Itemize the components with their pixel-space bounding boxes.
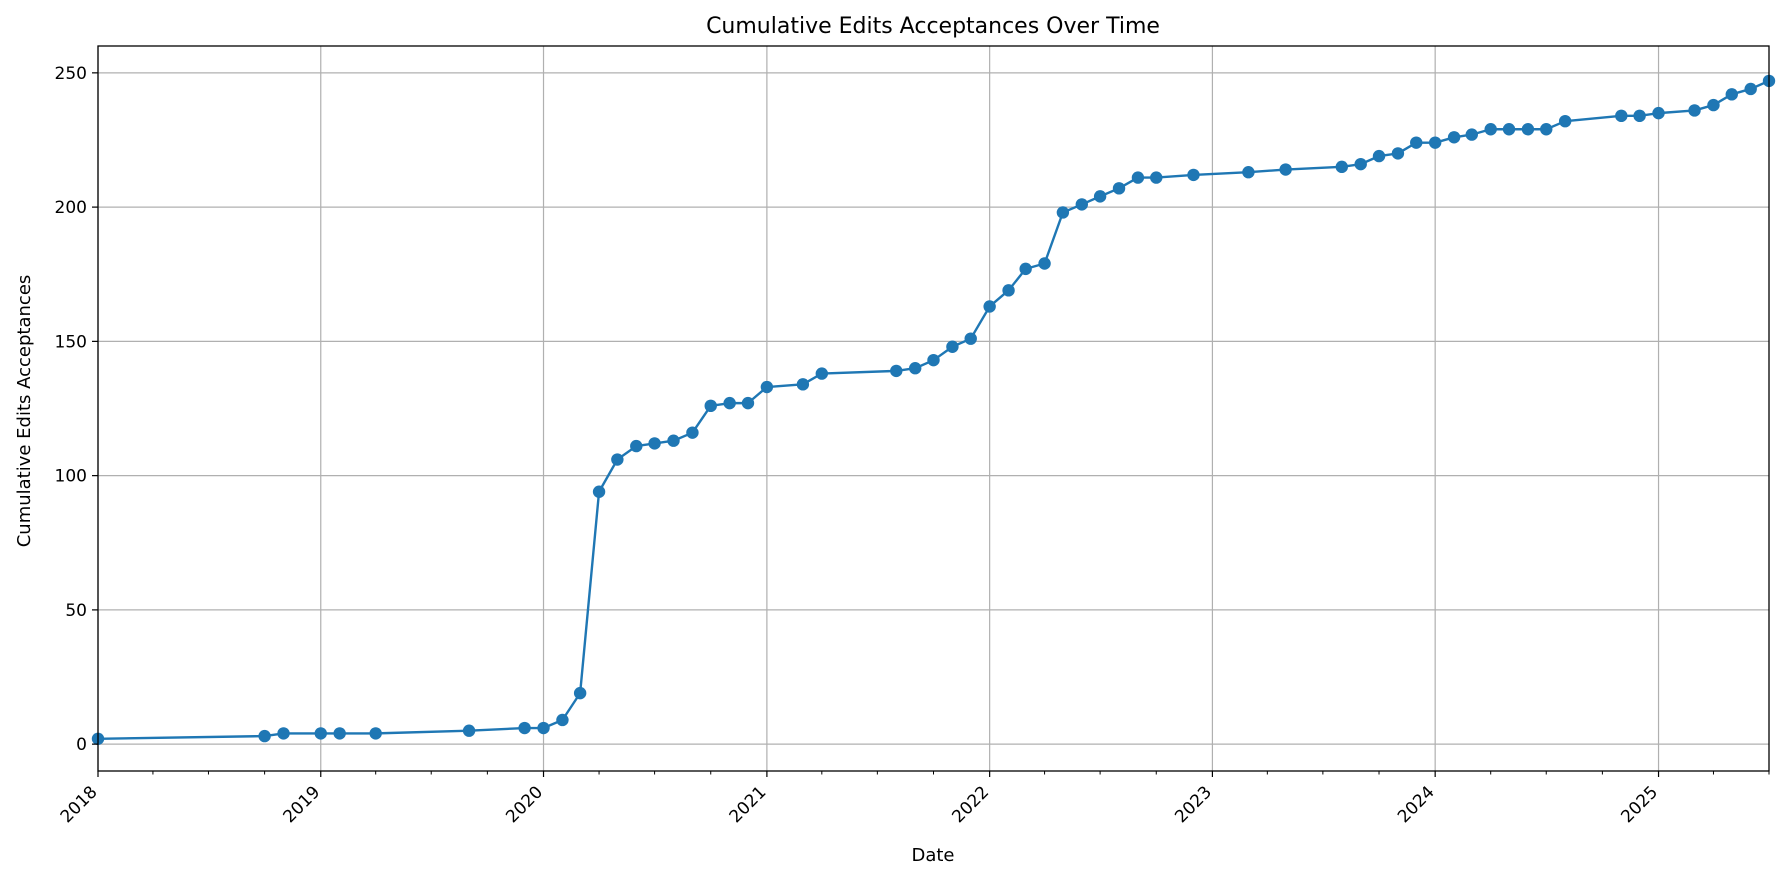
data-point bbox=[1465, 128, 1478, 141]
data-point bbox=[908, 362, 922, 375]
data-point bbox=[796, 378, 810, 391]
data-point bbox=[1372, 149, 1386, 163]
data-point bbox=[1002, 284, 1015, 297]
data-point bbox=[890, 364, 903, 378]
data-point bbox=[741, 396, 755, 410]
data-point bbox=[1279, 163, 1292, 176]
y-tick-label: 0 bbox=[76, 735, 87, 755]
data-point bbox=[1335, 160, 1348, 174]
data-point bbox=[815, 367, 829, 380]
series-layer bbox=[91, 74, 1776, 745]
plot-frame bbox=[97, 45, 1770, 772]
data-point bbox=[1038, 257, 1051, 270]
data-point bbox=[611, 453, 624, 466]
data-point bbox=[556, 713, 569, 727]
data-point bbox=[927, 353, 940, 367]
chart-title: Cumulative Edits Acceptances Over Time bbox=[706, 14, 1160, 39]
data-point bbox=[1112, 182, 1126, 195]
data-point bbox=[704, 399, 717, 413]
data-point bbox=[1615, 109, 1628, 123]
data-point bbox=[537, 721, 550, 735]
y-tick-label: 250 bbox=[55, 64, 87, 84]
data-point bbox=[1558, 114, 1572, 128]
y-tick-label: 150 bbox=[55, 332, 87, 352]
data-point bbox=[369, 727, 382, 740]
x-axis-label: Date bbox=[911, 845, 954, 866]
data-point bbox=[592, 485, 606, 498]
data-point bbox=[1633, 109, 1646, 123]
data-point bbox=[1056, 206, 1070, 219]
data-point bbox=[277, 727, 290, 740]
data-point bbox=[630, 439, 643, 453]
data-point bbox=[1187, 168, 1200, 182]
data-point bbox=[1075, 198, 1089, 211]
data-point bbox=[1428, 136, 1442, 149]
y-tick-label: 200 bbox=[55, 198, 87, 218]
y-tick-label: 50 bbox=[65, 601, 87, 621]
data-point bbox=[648, 437, 661, 450]
data-point bbox=[333, 727, 346, 740]
data-point bbox=[1688, 104, 1701, 117]
data-point bbox=[964, 332, 977, 345]
data-point bbox=[573, 686, 587, 700]
y-tick-label: 100 bbox=[55, 467, 87, 487]
data-point bbox=[667, 434, 680, 447]
data-point bbox=[1391, 147, 1405, 160]
data-point bbox=[518, 721, 531, 735]
data-point bbox=[1019, 262, 1032, 276]
data-point bbox=[1131, 171, 1145, 184]
data-point bbox=[1707, 98, 1720, 112]
data-point bbox=[1484, 123, 1497, 136]
data-point bbox=[462, 724, 476, 737]
grid-lines bbox=[97, 46, 1769, 771]
data-point bbox=[1242, 166, 1255, 179]
data-point bbox=[983, 300, 996, 313]
data-point bbox=[1521, 123, 1535, 136]
data-point bbox=[686, 426, 699, 439]
y-axis: 0 50 100 150 200 250 bbox=[55, 64, 98, 755]
data-point bbox=[1744, 82, 1757, 96]
data-point bbox=[1447, 131, 1461, 144]
y-axis-label: Cumulative Edits Acceptances bbox=[14, 275, 35, 548]
data-point bbox=[1093, 190, 1107, 203]
data-point bbox=[1150, 171, 1163, 184]
data-point bbox=[723, 396, 736, 410]
data-point bbox=[314, 727, 327, 740]
data-point bbox=[1502, 123, 1516, 136]
data-point bbox=[760, 380, 774, 394]
data-point bbox=[946, 340, 959, 353]
data-point bbox=[1652, 106, 1665, 120]
data-point bbox=[258, 729, 271, 743]
data-point bbox=[1725, 88, 1738, 101]
data-point bbox=[1354, 157, 1367, 171]
data-point bbox=[1410, 136, 1423, 149]
data-point bbox=[1540, 123, 1553, 136]
